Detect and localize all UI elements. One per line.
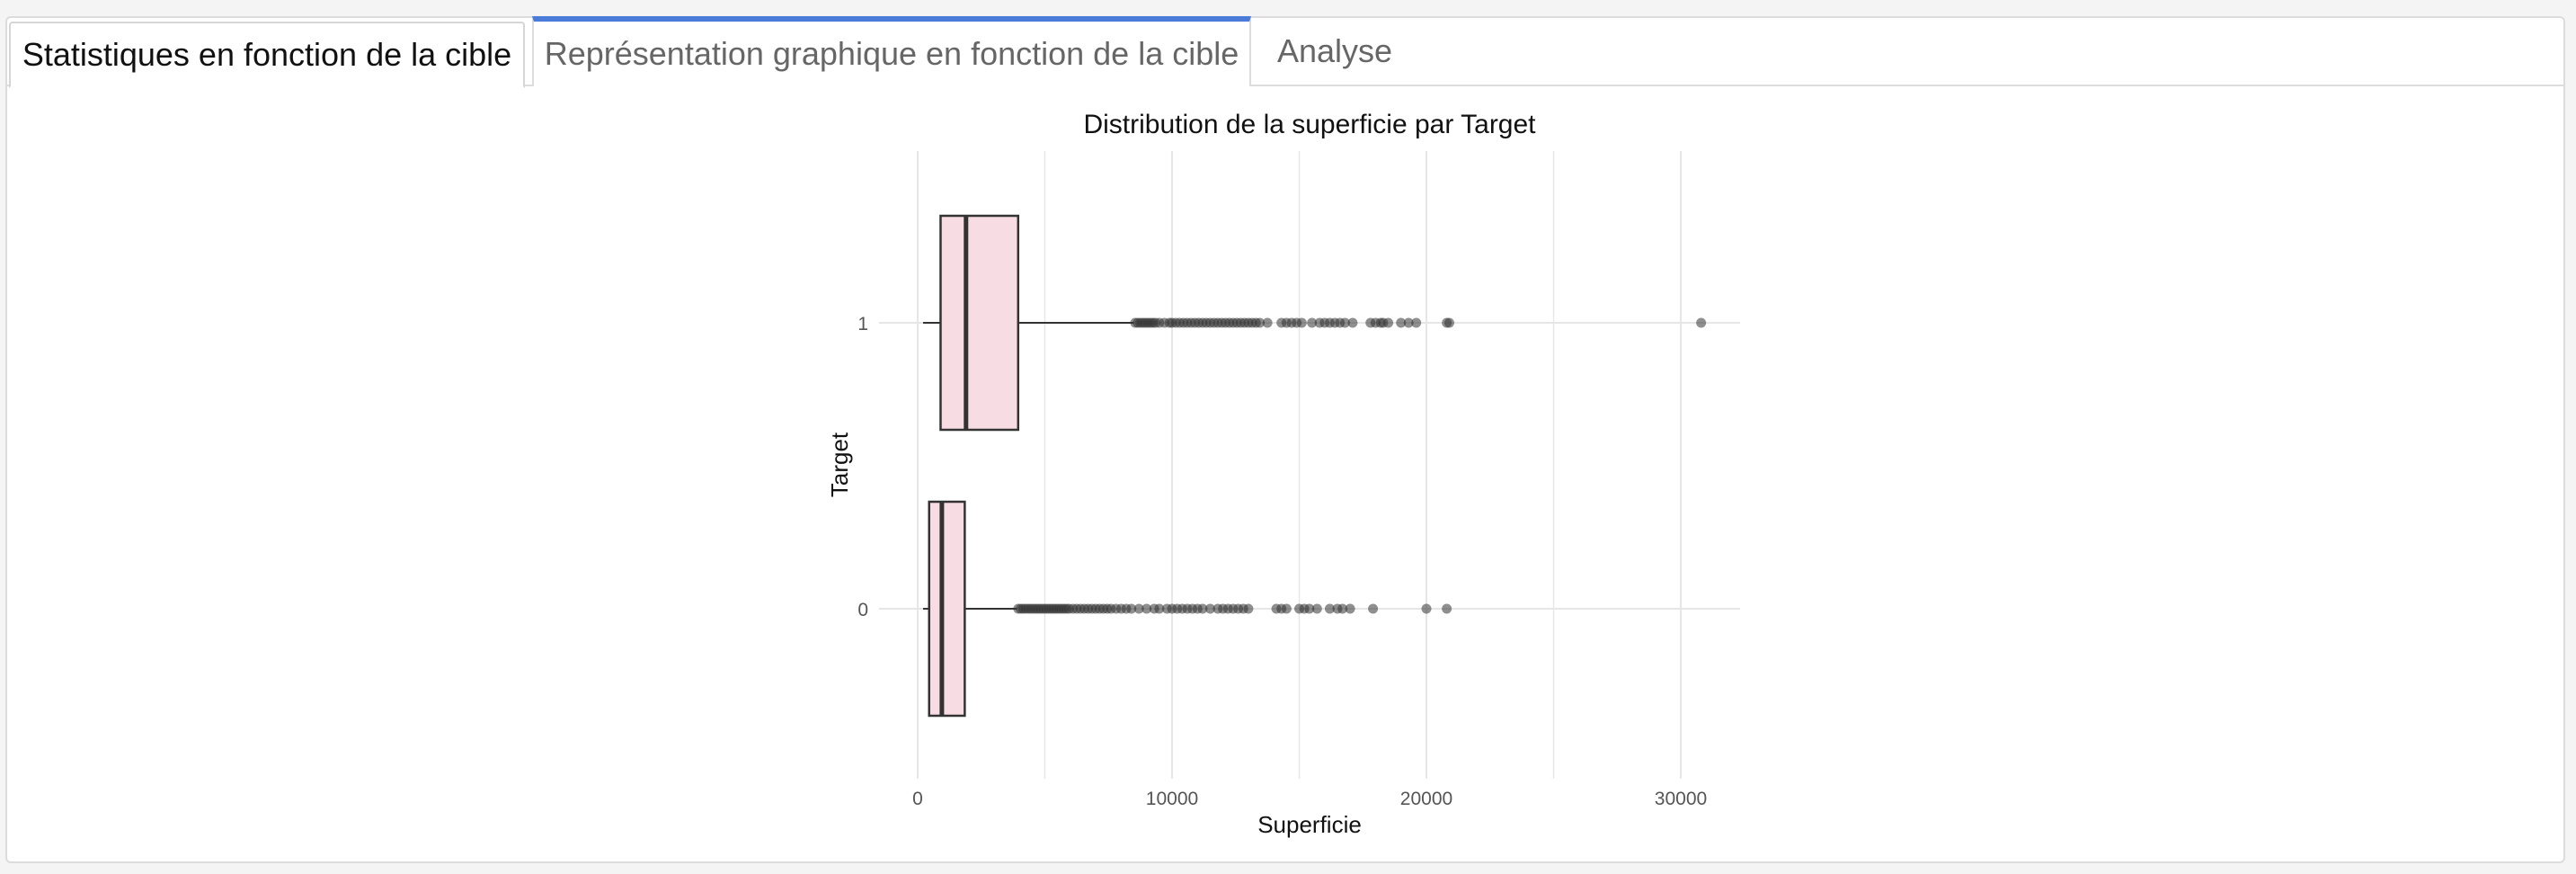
- tab-content-panel: [5, 16, 2565, 863]
- outlier-point: [1141, 603, 1152, 614]
- box-iqr: [928, 500, 966, 718]
- outlier-point: [1347, 317, 1358, 328]
- outlier-point: [1296, 317, 1307, 328]
- tab-bar: Statistiques en fonction de la cible Rep…: [5, 16, 2565, 88]
- chart-title: Distribution de la superficie par Target: [1083, 110, 1536, 139]
- outlier-point: [1154, 603, 1165, 614]
- outlier-point: [1383, 317, 1394, 328]
- outlier-point: [1133, 603, 1144, 614]
- outlier-point: [1281, 603, 1292, 614]
- outlier-point: [1337, 603, 1348, 614]
- outlier-point: [1311, 603, 1322, 614]
- outlier-point: [1368, 603, 1379, 614]
- outlier-point: [1696, 317, 1707, 328]
- outlier-point: [1345, 603, 1355, 614]
- x-tick-label: 20000: [1400, 789, 1452, 809]
- box-iqr: [939, 214, 1020, 432]
- outlier-point: [1443, 317, 1454, 328]
- outlier-point: [1255, 317, 1266, 328]
- outlier-point: [1243, 603, 1254, 614]
- tab-analyse[interactable]: Analyse: [1276, 32, 1393, 69]
- x-tick-label: 10000: [1146, 789, 1198, 809]
- outlier-point: [1262, 317, 1273, 328]
- outlier-point: [1197, 603, 1208, 614]
- outlier-point: [1411, 317, 1422, 328]
- outlier-point: [1403, 317, 1414, 328]
- x-tick-label: 30000: [1655, 789, 1707, 809]
- tab-statistiques[interactable]: Statistiques en fonction de la cible: [9, 22, 525, 88]
- tab-representation-graphique[interactable]: Représentation graphique en fonction de …: [532, 16, 1251, 86]
- x-tick-label: 0: [912, 789, 923, 809]
- y-tick-label: 0: [857, 600, 868, 620]
- x-axis-label: Superficie: [1257, 811, 1362, 838]
- outlier-point: [1324, 603, 1335, 614]
- outlier-point: [1204, 603, 1215, 614]
- outlier-point: [1442, 603, 1452, 614]
- y-axis-label: Target: [826, 432, 853, 497]
- y-tick-label: 1: [857, 314, 868, 334]
- outlier-point: [1126, 603, 1137, 614]
- outlier-point: [1307, 317, 1318, 328]
- outlier-point: [1421, 603, 1432, 614]
- outlier-point: [1396, 317, 1407, 328]
- outlier-point: [1304, 603, 1315, 614]
- outlier-point: [1339, 317, 1350, 328]
